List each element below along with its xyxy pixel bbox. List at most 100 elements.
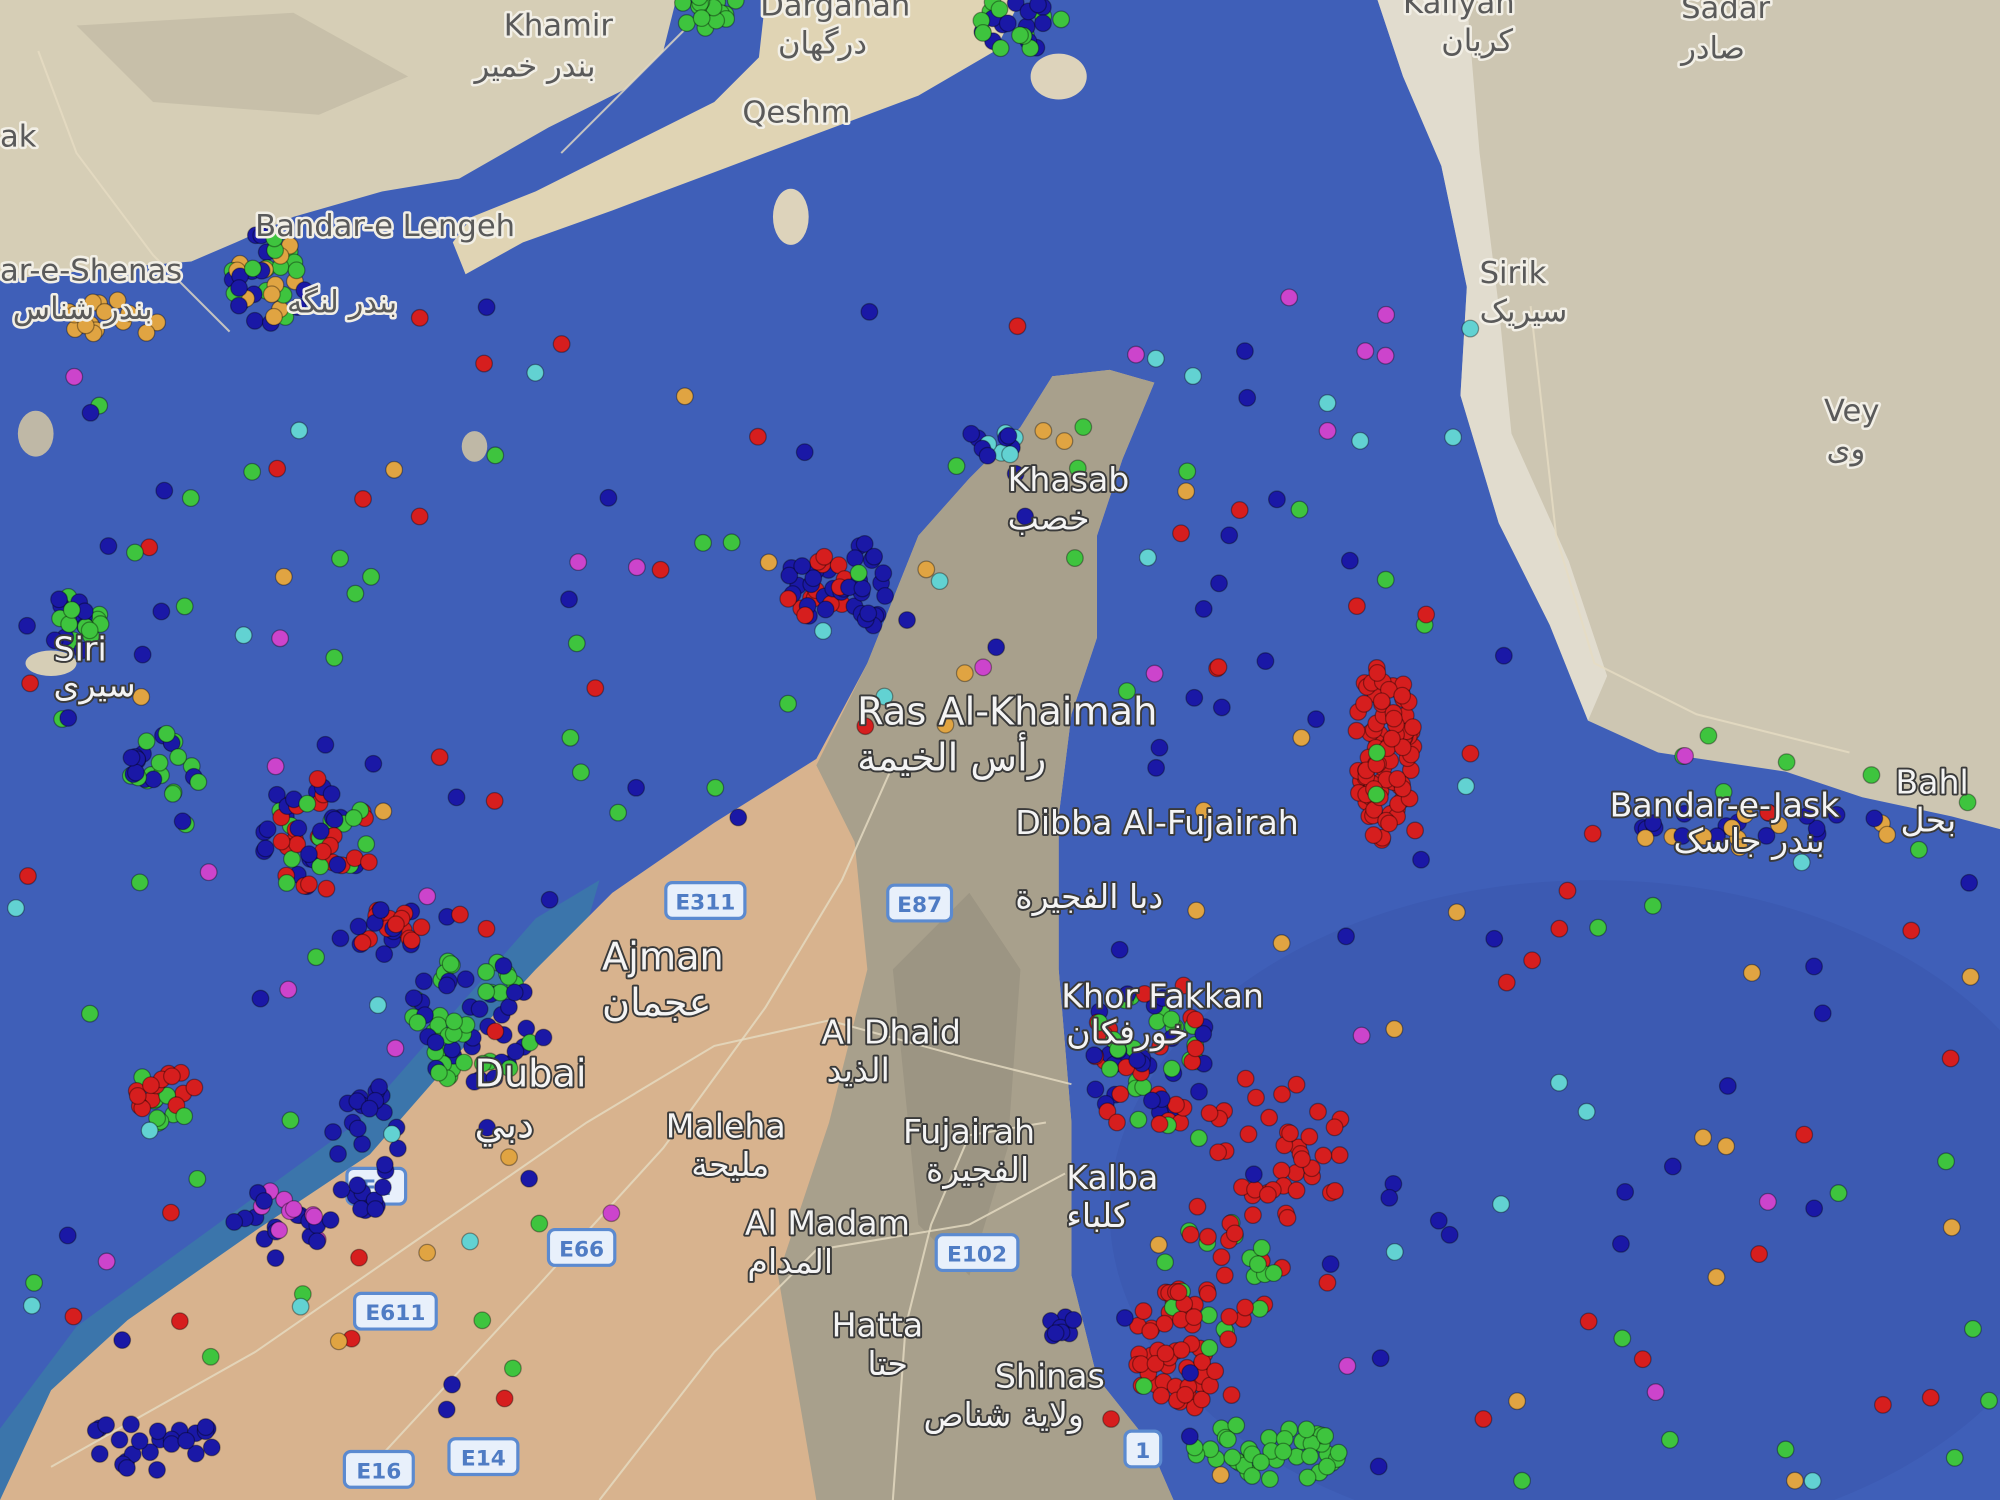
vessel-marker[interactable] (1829, 1184, 1848, 1203)
vessel-marker[interactable] (325, 810, 344, 829)
vessel-marker[interactable] (1029, 0, 1047, 14)
vessel-marker[interactable] (1134, 1302, 1153, 1321)
vessel-marker[interactable] (526, 363, 545, 382)
vessel-marker[interactable] (141, 1076, 160, 1095)
vessel-marker[interactable] (874, 564, 893, 583)
vessel-marker[interactable] (1248, 1255, 1267, 1274)
vessel-marker[interactable] (383, 1125, 401, 1143)
vessel-marker[interactable] (199, 863, 218, 882)
vessel-marker[interactable] (1513, 1471, 1531, 1490)
vessel-marker[interactable] (1152, 1386, 1171, 1405)
vessel-marker[interactable] (80, 621, 99, 640)
vessel-marker[interactable] (1785, 1471, 1804, 1490)
vessel-marker[interactable] (1235, 342, 1254, 361)
vessel-marker[interactable] (274, 567, 293, 586)
vessel-marker[interactable] (1338, 1357, 1357, 1375)
vessel-marker[interactable] (1382, 729, 1401, 748)
vessel-marker[interactable] (486, 1022, 505, 1041)
vessel-marker[interactable] (1156, 1344, 1175, 1363)
vessel-marker[interactable] (152, 602, 171, 621)
vessel-marker[interactable] (560, 590, 578, 609)
vessel-marker[interactable] (1376, 570, 1395, 589)
vessel-marker[interactable] (1185, 1308, 1203, 1327)
vessel-marker[interactable] (1260, 1108, 1279, 1127)
vessel-marker[interactable] (1186, 1010, 1205, 1029)
vessel-marker[interactable] (225, 1213, 244, 1231)
vessel-marker[interactable] (366, 1200, 385, 1218)
vessel-marker[interactable] (569, 553, 588, 572)
vessel-marker[interactable] (1297, 1420, 1316, 1439)
vessel-marker[interactable] (780, 566, 799, 585)
vessel-marker[interactable] (429, 1063, 448, 1082)
vessel-marker[interactable] (998, 14, 1017, 33)
vessel-marker[interactable] (430, 748, 449, 767)
vessel-marker[interactable] (137, 732, 156, 751)
vessel-marker[interactable] (18, 616, 36, 635)
vessel-marker[interactable] (348, 1092, 367, 1111)
vessel-marker[interactable] (706, 778, 725, 797)
vessel-marker[interactable] (849, 564, 868, 583)
vessel-marker[interactable] (290, 421, 309, 440)
vessel-marker[interactable] (1185, 688, 1204, 707)
vessel-marker[interactable] (1127, 345, 1145, 364)
vessel-marker[interactable] (1174, 976, 1193, 995)
vessel-marker[interactable] (386, 1039, 405, 1058)
vessel-marker[interactable] (1209, 1143, 1228, 1162)
vessel-marker[interactable] (917, 560, 936, 579)
vessel-marker[interactable] (1759, 803, 1778, 822)
vessel-marker[interactable] (1186, 1039, 1205, 1058)
vessel-marker[interactable] (126, 543, 144, 562)
vessel-marker[interactable] (1239, 1125, 1258, 1144)
vessel-marker[interactable] (1219, 1330, 1238, 1349)
vessel-marker[interactable] (1181, 1225, 1200, 1244)
vessel-marker[interactable] (148, 1460, 166, 1479)
vessel-marker[interactable] (350, 1248, 368, 1267)
vessel-marker[interactable] (445, 1012, 464, 1031)
vessel-marker[interactable] (1758, 1192, 1777, 1211)
vessel-marker[interactable] (321, 1211, 340, 1229)
vessel-marker[interactable] (148, 1422, 167, 1441)
vessel-marker[interactable] (344, 809, 363, 827)
vessel-marker[interactable] (447, 788, 466, 807)
vessel-marker[interactable] (978, 446, 997, 465)
vessel-marker[interactable] (1192, 1390, 1211, 1409)
vessel-marker[interactable] (346, 584, 365, 603)
vessel-marker[interactable] (1980, 1391, 1998, 1410)
vessel-marker[interactable] (163, 1067, 181, 1086)
vessel-marker[interactable] (1718, 1077, 1737, 1095)
vessel-marker[interactable] (1865, 809, 1884, 828)
vessel-marker[interactable] (1960, 873, 1979, 892)
vessel-marker[interactable] (7, 899, 25, 917)
vessel-marker[interactable] (486, 446, 505, 465)
vessel-marker[interactable] (357, 835, 376, 854)
vessel-marker[interactable] (1318, 394, 1337, 412)
vessel-marker[interactable] (81, 403, 100, 422)
vessel-marker[interactable] (1699, 726, 1718, 745)
vessel-marker[interactable] (443, 1375, 461, 1394)
vessel-marker[interactable] (418, 1243, 437, 1262)
vessel-marker[interactable] (1178, 462, 1197, 481)
vessel-marker[interactable] (133, 645, 152, 664)
vessel-marker[interactable] (485, 791, 504, 810)
vessel-marker[interactable] (202, 1438, 221, 1457)
vessel-marker[interactable] (1223, 1448, 1242, 1467)
vessel-marker[interactable] (1162, 1010, 1181, 1029)
vessel-marker[interactable] (1583, 824, 1602, 843)
vessel-marker[interactable] (1795, 1125, 1814, 1144)
vessel-marker[interactable] (987, 638, 1006, 657)
vessel-marker[interactable] (1199, 1306, 1218, 1325)
vessel-marker[interactable] (1803, 1472, 1822, 1490)
vessel-marker[interactable] (1644, 896, 1662, 915)
vessel-marker[interactable] (186, 1444, 205, 1463)
vessel-marker[interactable] (692, 9, 711, 28)
vessel-marker[interactable] (506, 1042, 525, 1061)
vessel-marker[interactable] (324, 1123, 342, 1141)
vessel-marker[interactable] (1613, 1329, 1632, 1348)
vessel-marker[interactable] (353, 933, 372, 952)
vessel-marker[interactable] (169, 748, 188, 766)
vessel-marker[interactable] (287, 261, 306, 280)
place-ajman[interactable]: Ajman (600, 932, 726, 981)
vessel-marker[interactable] (1117, 682, 1136, 701)
vessel-marker[interactable] (1278, 1208, 1297, 1227)
vessel-marker[interactable] (1198, 1227, 1217, 1246)
